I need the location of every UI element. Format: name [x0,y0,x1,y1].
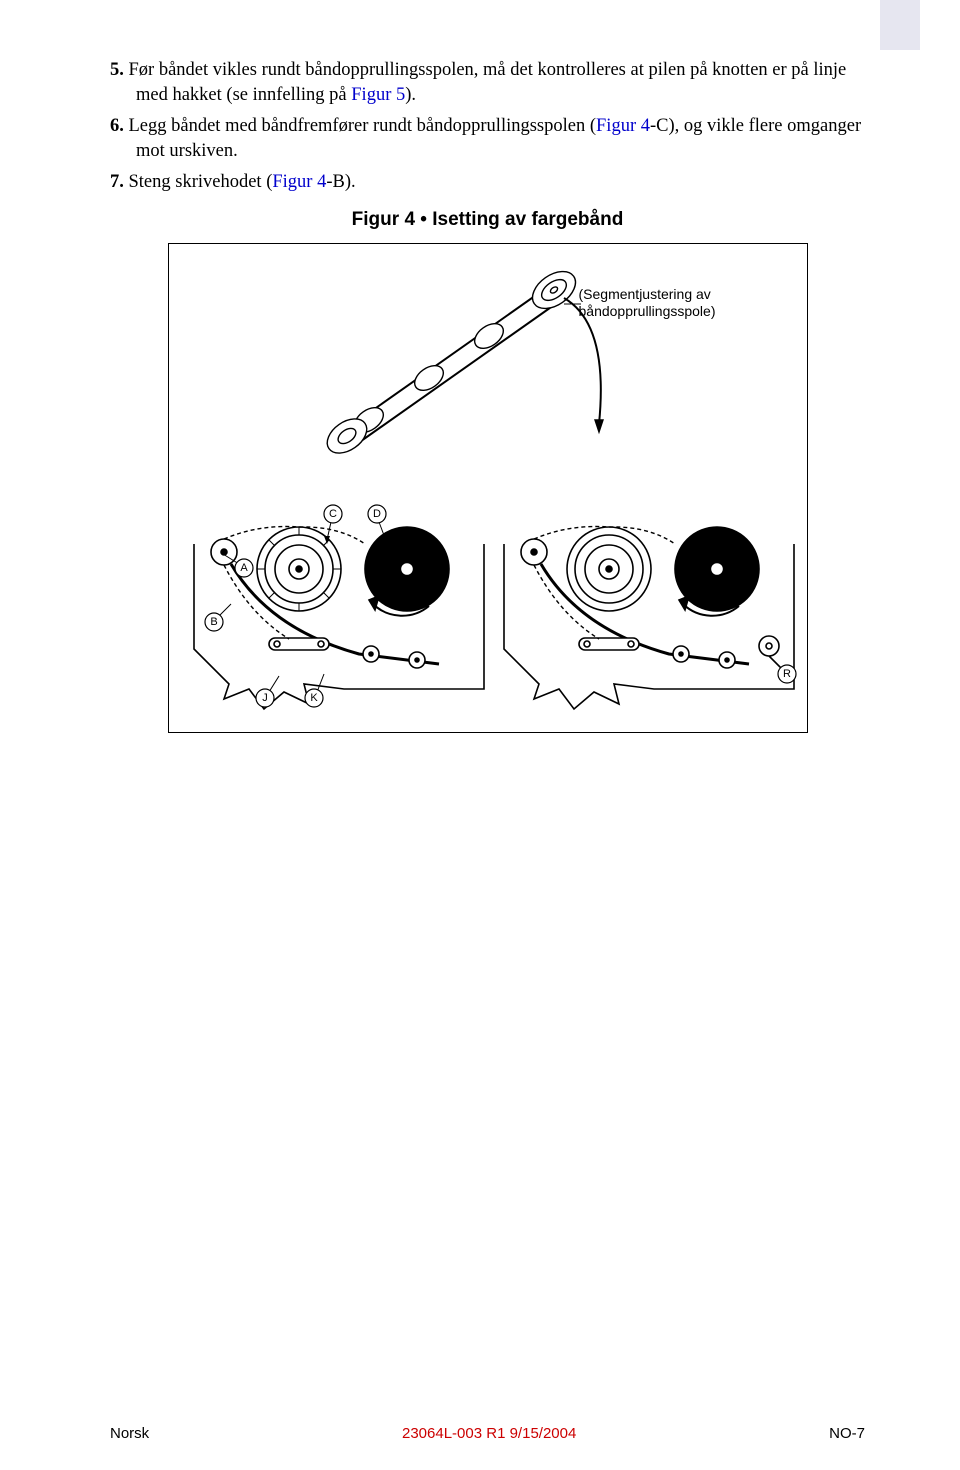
footer-center: 23064L-003 R1 9/15/2004 [402,1425,576,1442]
list-item-5: 5. Før båndet vikles rundt båndopprullin… [110,58,865,108]
list-item-6: 6. Legg båndet med båndfremfører rundt b… [110,114,865,164]
annot-line1: (Segmentjustering av [579,286,711,302]
list-item-7: 7. Steng skrivehodet (Figur 4-B). [110,170,865,195]
figure-box: (Segmentjustering av båndopprullingsspol… [168,243,808,733]
item-text-pre: Før båndet vikles rundt båndopprullingss… [129,60,847,105]
item-number: 5. [110,60,124,80]
svg-text:A: A [240,562,248,574]
svg-text:J: J [262,692,268,704]
spindle-icon [320,264,602,460]
figure-title: Figur 4 • Isetting av fargebånd [110,209,865,231]
left-mechanism-icon [194,526,484,709]
footer-left: Norsk [110,1425,149,1442]
svg-text:C: C [329,508,337,520]
figure-ref[interactable]: Figur 5 [351,85,405,105]
annot-line2: båndopprullingsspole) [579,303,716,319]
svg-text:D: D [373,508,381,520]
item-number: 7. [110,172,124,192]
page-content: 5. Før båndet vikles rundt båndopprullin… [0,0,960,733]
figure-ref[interactable]: Figur 4 [272,172,326,192]
item-number: 6. [110,116,124,136]
svg-text:B: B [210,616,217,628]
svg-text:K: K [310,692,318,704]
corner-marker [880,0,920,50]
item-text-post: -B). [326,172,355,192]
footer-right: NO-7 [829,1425,865,1442]
right-mechanism-icon [504,526,794,709]
item-text-post: ). [405,85,416,105]
figure-ref[interactable]: Figur 4 [596,116,650,136]
item-text-pre: Legg båndet med båndfremfører rundt bånd… [129,116,597,136]
page-footer: Norsk 23064L-003 R1 9/15/2004 NO-7 [0,1425,960,1442]
item-text-pre: Steng skrivehodet ( [129,172,273,192]
svg-text:R: R [783,668,791,680]
figure-annotation: (Segmentjustering av båndopprullingsspol… [579,286,716,320]
